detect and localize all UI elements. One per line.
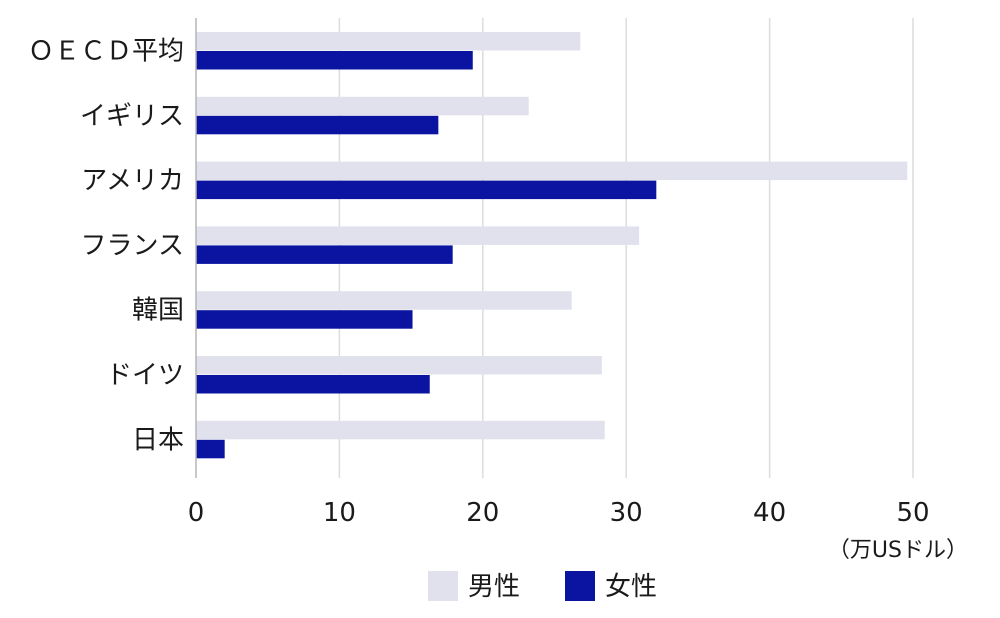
- bar-male: [196, 226, 640, 245]
- bar-male: [196, 161, 908, 181]
- x-tick-label: 30: [610, 498, 643, 528]
- bar-female: [196, 245, 453, 264]
- category-label: フランス: [81, 231, 184, 261]
- bar-female: [196, 310, 413, 329]
- bar-female: [196, 115, 439, 135]
- x-tick-label: 40: [753, 498, 786, 528]
- legend-swatch: [565, 571, 595, 601]
- category-label: ＯＥＣＤ平均: [28, 37, 184, 67]
- bar-female: [196, 375, 430, 394]
- category-label: ドイツ: [106, 361, 184, 391]
- x-tick-label: 20: [466, 498, 499, 528]
- x-tick-label: 50: [896, 498, 929, 528]
- grid-lines: [338, 18, 914, 478]
- category-label: 日本: [132, 425, 184, 455]
- bar-female: [196, 51, 473, 70]
- bar-female: [196, 439, 225, 459]
- bar-male: [196, 356, 602, 375]
- x-tick-label: 10: [323, 498, 356, 528]
- x-tick-labels: 0 10 20 30 40 50: [188, 498, 930, 528]
- legend-label: 女性: [605, 572, 657, 602]
- bar-female: [196, 180, 657, 200]
- legend-swatch: [428, 571, 458, 601]
- legend: 男性 女性: [428, 571, 657, 602]
- category-label: アメリカ: [81, 166, 184, 196]
- x-tick-label: 0: [188, 498, 205, 528]
- bars: [196, 32, 908, 459]
- bar-male: [196, 96, 529, 116]
- x-unit-label: （万USドル）: [828, 538, 968, 563]
- legend-label: 男性: [468, 572, 520, 602]
- bar-male: [196, 32, 581, 51]
- bar-male: [196, 420, 605, 440]
- category-label: 韓国: [132, 296, 184, 326]
- bar-male: [196, 291, 572, 310]
- category-label: イギリス: [80, 101, 184, 131]
